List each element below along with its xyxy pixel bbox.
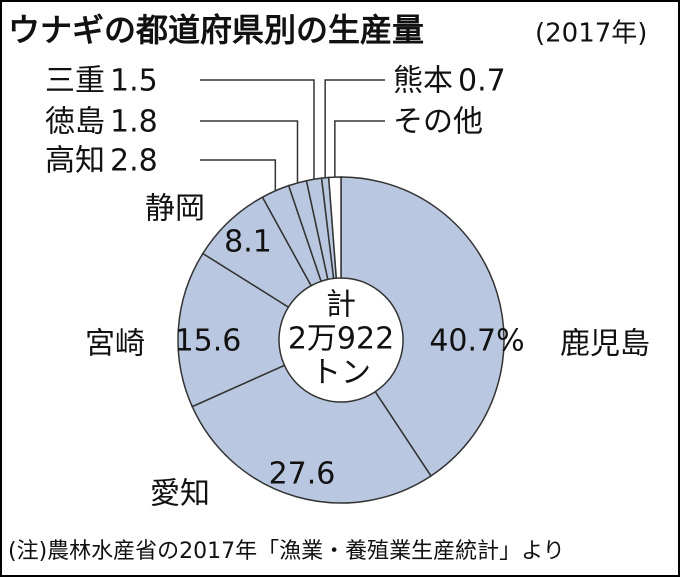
- center-label: トン: [311, 356, 371, 391]
- center-label: 計: [326, 288, 356, 323]
- donut-slice: [191, 364, 432, 504]
- value-label: 27.6: [269, 457, 336, 492]
- donut-slice: [177, 252, 290, 408]
- category-label: 鹿児島: [560, 327, 650, 362]
- value-label: 1.8: [110, 105, 158, 140]
- leader-line: [200, 79, 315, 180]
- category-label: 高知: [45, 144, 105, 179]
- value-label: 15.6: [175, 324, 242, 359]
- leader-line: [334, 120, 385, 178]
- leader-line: [200, 120, 299, 183]
- category-label: 愛知: [150, 477, 210, 512]
- leader-line: [200, 159, 277, 191]
- donut-slice: [327, 176, 342, 279]
- category-label: 熊本: [393, 64, 453, 99]
- value-label: 0.7: [458, 64, 506, 99]
- value-label: 1.5: [110, 64, 158, 99]
- chart-title: ウナギの都道府県別の生産量: [8, 11, 424, 49]
- chart-subtitle: (2017年): [535, 19, 647, 49]
- category-label: 徳島: [45, 105, 105, 140]
- category-label: 静岡: [145, 192, 205, 227]
- leader-line: [324, 79, 385, 178]
- value-label: 2.8: [110, 144, 158, 179]
- center-label: 2万922: [288, 322, 394, 357]
- source-note: (注)農林水産省の2017年「漁業・養殖業生産統計」より: [8, 539, 565, 564]
- value-label: 40.7%: [429, 324, 524, 359]
- category-label: その他: [393, 105, 483, 140]
- category-label: 三重: [45, 64, 105, 99]
- category-label: 宮崎: [85, 327, 145, 362]
- value-label: 8.1: [224, 225, 272, 260]
